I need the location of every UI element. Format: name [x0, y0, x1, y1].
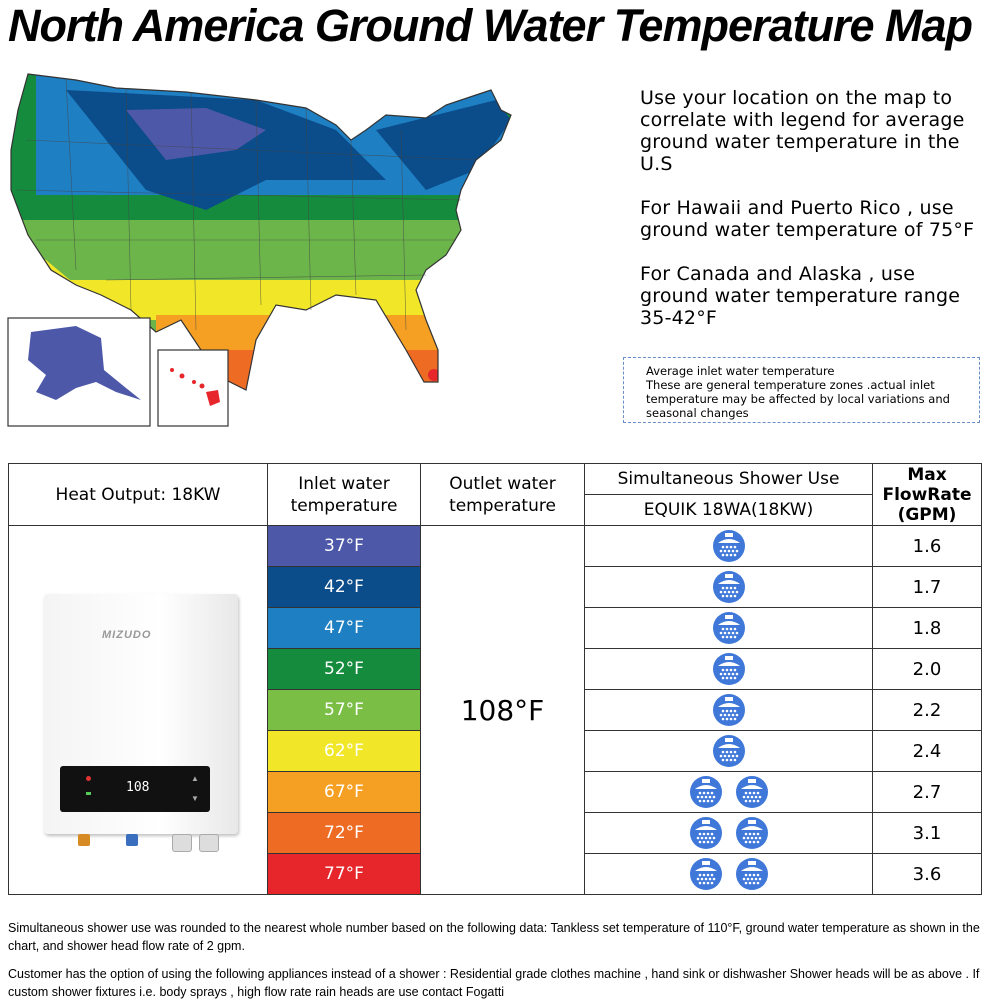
cable-gland-1	[172, 834, 192, 852]
inlet-temp-cell: 62°F	[267, 730, 421, 772]
flow-header: Max FlowRate (GPM)	[872, 463, 982, 526]
shower-head-icon	[735, 776, 768, 808]
shower-head-icon	[735, 858, 768, 890]
flow-rate-cell: 3.6	[872, 853, 982, 895]
table-row: 52°F 2.0	[9, 648, 982, 690]
shower-head-icon	[689, 776, 722, 808]
inlet-temp-cell: 72°F	[267, 812, 421, 854]
page-title: North America Ground Water Temperature M…	[8, 0, 973, 51]
us-temperature-map	[7, 73, 512, 427]
flow-rate-cell: 2.2	[872, 689, 982, 731]
shower-head-icon	[712, 612, 745, 644]
info-text-1: Use your location on the map to correlat…	[640, 87, 965, 175]
temperature-display: 108	[126, 780, 150, 795]
note-body: These are general temperature zones .act…	[646, 378, 950, 420]
shower-count-cell	[584, 525, 873, 567]
inlet-temp-cell: 67°F	[267, 771, 421, 813]
flow-rate-cell: 1.6	[872, 525, 982, 567]
heat-output-header: Heat Output: 18KW	[8, 463, 268, 526]
shower-header: Simultaneous Shower Use	[584, 463, 873, 495]
table-row: 57°F 2.2	[9, 689, 982, 731]
shower-count-cell	[584, 853, 873, 895]
inlet-temp-cell: 42°F	[267, 566, 421, 608]
flow-rate-cell: 1.7	[872, 566, 982, 608]
outlet-temp-value: 108°F	[420, 525, 585, 895]
shower-head-icon	[712, 530, 745, 562]
heater-image: MIZUDO 108 ▲ ▼	[44, 594, 242, 854]
hawaii-inset	[157, 349, 229, 427]
shower-head-icon	[712, 694, 745, 726]
up-arrow-icon: ▲	[191, 774, 199, 783]
table-row: 47°F 1.8	[9, 607, 982, 649]
table-row: 37°F 108°F 1.6	[8, 525, 982, 895]
shower-count-cell	[584, 771, 873, 813]
shower-head-icon	[689, 817, 722, 849]
shower-head-icon	[735, 817, 768, 849]
state-borders	[15, 79, 477, 331]
note-title: Average inlet water temperature	[646, 364, 835, 378]
shower-count-cell	[584, 812, 873, 854]
shower-count-cell	[584, 648, 873, 690]
control-panel: 108 ▲ ▼	[60, 766, 210, 812]
inlet-temp-cell: 57°F	[267, 689, 421, 731]
power-icon	[86, 776, 91, 781]
inlet-temp-cell: 37°F	[267, 525, 421, 567]
down-arrow-icon: ▼	[191, 794, 199, 803]
flow-rate-cell: 2.7	[872, 771, 982, 813]
shower-head-icon	[689, 858, 722, 890]
flow-rate-cell: 3.1	[872, 812, 982, 854]
shower-head-icon	[712, 571, 745, 603]
flow-rate-cell: 2.0	[872, 648, 982, 690]
cable-gland-2	[199, 834, 219, 852]
table-row: 72°F 3.1	[9, 812, 982, 854]
flow-rate-cell: 1.8	[872, 607, 982, 649]
outlet-header: Outlet water temperature	[420, 463, 585, 526]
shower-count-cell	[584, 566, 873, 608]
footnote-2: Customer has the option of using the fol…	[8, 967, 980, 999]
shower-count-cell	[584, 689, 873, 731]
mode-icon	[86, 792, 91, 795]
shower-count-cell	[584, 730, 873, 772]
shower-count-cell	[584, 607, 873, 649]
table-row: 67°F 2.7	[9, 771, 982, 813]
table-row: 42°F 1.7	[9, 566, 982, 608]
info-text-3: For Canada and Alaska , use ground water…	[640, 263, 961, 329]
info-text-2: For Hawaii and Puerto Rico , use ground …	[640, 197, 975, 241]
flow-rate-cell: 2.4	[872, 730, 982, 772]
shower-head-icon	[712, 735, 745, 767]
legend-note: Average inlet water temperature These ar…	[623, 357, 980, 423]
table-row: 62°F 2.4	[9, 730, 982, 772]
table-row: 77°F 3.6	[9, 853, 982, 895]
model-name: EQUIK 18WA(18KW)	[584, 494, 873, 526]
footnote-1: Simultaneous shower use was rounded to t…	[8, 921, 980, 953]
inlet-header: Inlet water temperature	[267, 463, 421, 526]
inlet-temp-cell: 47°F	[267, 607, 421, 649]
brand-logo: MIZUDO	[102, 629, 152, 641]
shower-head-icon	[712, 653, 745, 685]
pipe-connector-hot	[78, 834, 90, 846]
inlet-temp-cell: 52°F	[267, 648, 421, 690]
pipe-connector-cold	[126, 834, 138, 846]
inlet-temp-cell: 77°F	[267, 853, 421, 895]
